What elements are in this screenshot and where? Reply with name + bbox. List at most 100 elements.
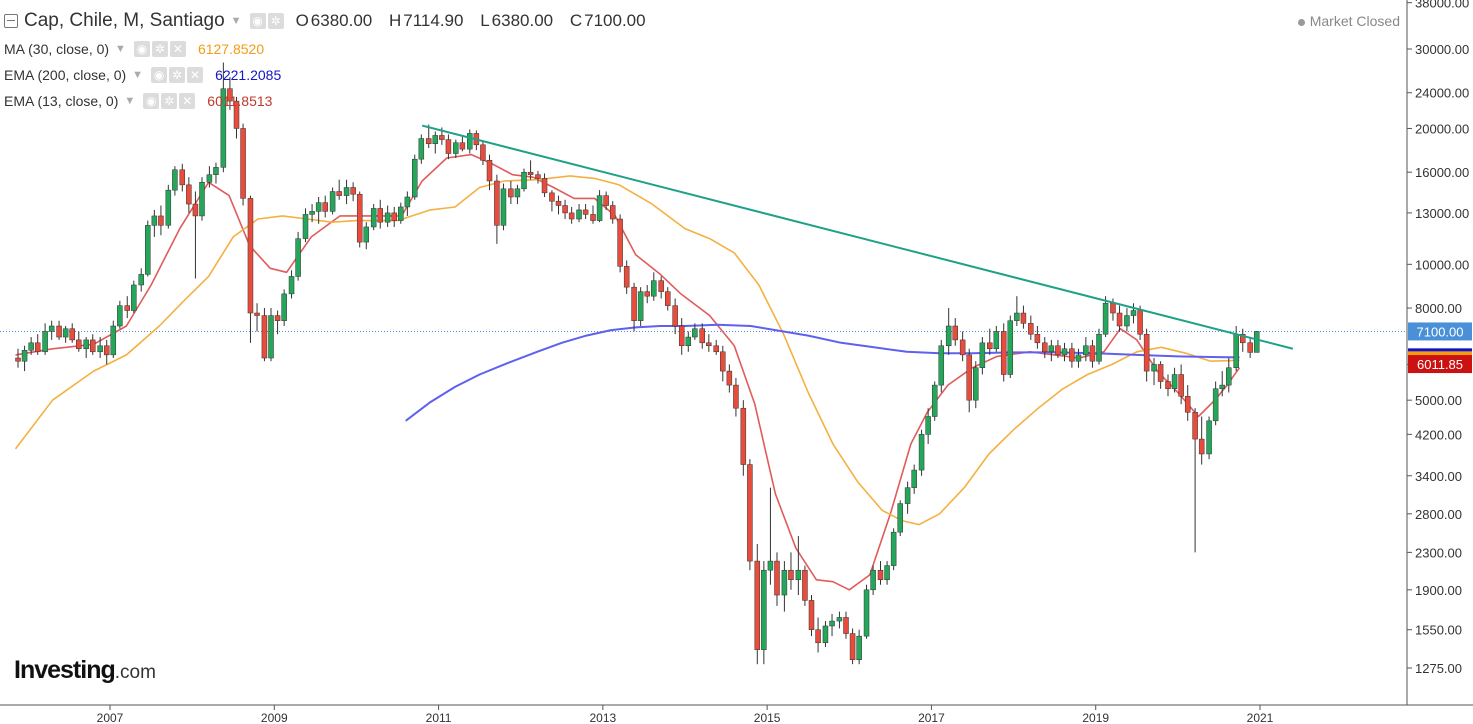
- candle: [76, 331, 82, 352]
- candle-body-up: [897, 503, 903, 533]
- gear-icon[interactable]: ✲: [169, 67, 186, 83]
- candle-body-up: [1206, 420, 1212, 455]
- candle-body-up: [97, 345, 103, 353]
- gear-icon[interactable]: ✲: [161, 93, 178, 109]
- candle: [69, 323, 75, 343]
- candle: [1165, 374, 1171, 397]
- candle-body-up: [1061, 348, 1068, 356]
- candle: [1014, 296, 1020, 327]
- candle: [911, 464, 917, 494]
- candle-body-down: [1165, 381, 1171, 390]
- close-icon[interactable]: ✕: [179, 93, 196, 109]
- candle-body-down: [1110, 302, 1116, 314]
- eye-icon[interactable]: ◉: [143, 93, 160, 109]
- candle-body-up: [1226, 367, 1232, 386]
- candle: [445, 134, 452, 160]
- chevron-down-icon[interactable]: ▼: [230, 15, 242, 27]
- candle: [172, 166, 178, 196]
- close-icon[interactable]: ✕: [169, 41, 186, 57]
- candle-body-down: [726, 370, 733, 386]
- candle-body-down: [508, 188, 514, 198]
- candle-body-up: [363, 226, 370, 243]
- candle-body-up: [973, 367, 979, 401]
- candle-body-up: [404, 196, 411, 208]
- candle: [890, 528, 897, 571]
- chevron-down-icon[interactable]: ▼: [115, 43, 126, 55]
- gear-icon[interactable]: ✲: [151, 41, 168, 57]
- price-label-bg: [1408, 355, 1472, 374]
- collapse-icon[interactable]: [4, 14, 18, 28]
- candle-body-up: [829, 620, 835, 627]
- eye-icon[interactable]: ◉: [151, 67, 168, 83]
- candle: [747, 459, 753, 571]
- candle: [233, 96, 240, 139]
- candle-body-up: [938, 345, 945, 386]
- candle-body-down: [494, 180, 500, 226]
- candle-body-up: [918, 434, 925, 471]
- candle: [179, 163, 186, 192]
- candle: [83, 337, 89, 359]
- candle: [1061, 342, 1068, 362]
- candle: [1083, 337, 1089, 362]
- candle-body-up: [1253, 331, 1260, 353]
- eye-icon[interactable]: ◉: [249, 13, 266, 29]
- indicator-value: 6221.2085: [215, 67, 282, 83]
- candle: [931, 381, 938, 421]
- chart-header: Cap, Chile, M, Santiago ▼ ◉ ✲ O 6380.00 H…: [0, 10, 658, 32]
- price-label-text: 6011.85: [1417, 357, 1463, 372]
- eye-icon[interactable]: ◉: [133, 41, 150, 57]
- candle: [213, 162, 219, 184]
- candle: [993, 326, 1000, 352]
- candle-body-up: [1083, 345, 1089, 356]
- candle-body-down: [425, 138, 432, 144]
- candle: [555, 195, 562, 215]
- candle-body-down: [699, 328, 705, 344]
- y-tick-label: 8000.00: [1415, 301, 1462, 316]
- candle: [795, 536, 802, 596]
- x-tick-label: 2015: [754, 711, 781, 724]
- candle: [938, 339, 945, 393]
- candle-body-up: [268, 315, 274, 359]
- candle: [637, 287, 644, 327]
- candle: [644, 284, 650, 304]
- candle-body-down: [658, 280, 664, 292]
- candle: [1034, 326, 1041, 349]
- candle: [199, 177, 205, 221]
- close-icon[interactable]: ✕: [187, 67, 204, 83]
- candle: [1000, 323, 1007, 382]
- candle: [829, 613, 835, 637]
- candle: [815, 617, 821, 653]
- candle: [617, 214, 623, 273]
- candle: [658, 276, 664, 299]
- candle: [158, 205, 164, 236]
- ohlc-open-key: O: [295, 11, 309, 30]
- indicator-value: 6127.8520: [197, 41, 265, 57]
- y-tick-label: 2300.00: [1415, 545, 1462, 560]
- gear-icon[interactable]: ✲: [267, 13, 284, 29]
- candle-body-up: [412, 158, 418, 198]
- candle-body-up: [931, 384, 938, 417]
- logo-brand: Investing: [14, 656, 116, 684]
- candle-body-down: [34, 342, 41, 353]
- candle-body-up: [863, 589, 870, 637]
- candle-body-down: [69, 328, 75, 341]
- chevron-down-icon[interactable]: ▼: [132, 69, 144, 81]
- candle-body-up: [329, 191, 336, 212]
- candle-body-down: [179, 169, 186, 186]
- trendline: [421, 124, 1294, 350]
- y-tick-label: 38000.00: [1415, 0, 1469, 11]
- candle-body-up: [884, 565, 890, 581]
- candle-body-down: [590, 214, 596, 221]
- candle-body-down: [1192, 412, 1198, 440]
- candle-body-up: [1102, 302, 1109, 335]
- candle: [1226, 358, 1232, 393]
- candle-body-up: [453, 142, 459, 154]
- candle: [603, 191, 609, 210]
- candle: [186, 177, 192, 213]
- candle: [467, 129, 473, 154]
- candle: [110, 320, 117, 359]
- ma-line-ema-200: [405, 323, 1240, 422]
- chevron-down-icon[interactable]: ▼: [124, 95, 136, 107]
- candle-body-down: [877, 569, 884, 581]
